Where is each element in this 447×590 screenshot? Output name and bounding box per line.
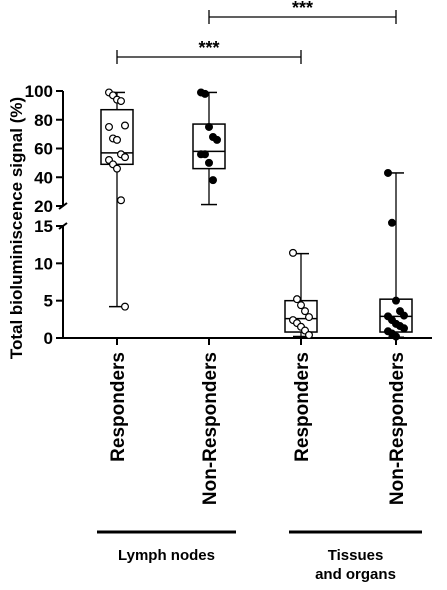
data-point xyxy=(388,218,397,227)
x-tick-labels: Responders Non-Responders Responders Non-Re… xyxy=(108,352,408,505)
y-tick-label: 0 xyxy=(44,329,53,348)
data-point xyxy=(120,302,129,311)
data-point xyxy=(112,164,121,173)
axes: 20 40 60 80 100 0 5 10 15 xyxy=(25,82,432,348)
y-tick-label: 10 xyxy=(34,254,53,273)
y-tick-label: 100 xyxy=(25,82,53,101)
group-label: and organs xyxy=(315,566,396,583)
x-tick-label: Responders xyxy=(292,352,313,462)
significance-brackets: *** *** xyxy=(116,0,397,64)
x-tick-label: Non-Responders xyxy=(387,352,408,505)
significance-label: *** xyxy=(198,38,219,58)
data-point xyxy=(112,135,121,144)
data-point xyxy=(120,121,129,130)
data-point xyxy=(297,301,306,310)
y-axis-title: Total bioluminiscence signal (%) xyxy=(7,97,26,359)
data-point xyxy=(400,324,409,333)
data-point xyxy=(205,122,214,131)
data-points xyxy=(104,88,409,341)
data-point xyxy=(116,97,125,106)
data-point xyxy=(384,168,393,177)
data-point xyxy=(120,153,129,162)
data-point xyxy=(209,176,218,185)
data-point xyxy=(205,158,214,167)
group-labels: Lymph nodes Tissues and organs xyxy=(97,530,422,583)
data-point xyxy=(293,295,302,304)
x-tick-label: Responders xyxy=(108,352,129,462)
data-point xyxy=(301,307,310,316)
data-point xyxy=(392,332,401,341)
data-point xyxy=(104,122,113,131)
data-point xyxy=(201,89,210,98)
data-point xyxy=(213,135,222,144)
data-point xyxy=(400,311,409,320)
data-point xyxy=(305,313,314,322)
x-tick-label: Non-Responders xyxy=(200,352,221,505)
significance-label: *** xyxy=(292,0,313,18)
y-tick-label: 60 xyxy=(34,140,53,159)
data-point xyxy=(392,296,401,305)
data-point xyxy=(305,331,314,340)
boxes xyxy=(100,91,413,339)
data-point xyxy=(201,150,210,159)
group-label: Tissues xyxy=(328,547,384,564)
group-label: Lymph nodes xyxy=(118,547,215,564)
y-tick-label: 80 xyxy=(34,111,53,130)
data-point xyxy=(289,248,298,257)
data-point xyxy=(116,196,125,205)
y-tick-label: 40 xyxy=(34,168,53,187)
y-tick-label: 5 xyxy=(44,292,53,311)
y-tick-label: 20 xyxy=(34,197,53,216)
y-tick-label: 15 xyxy=(34,217,53,236)
